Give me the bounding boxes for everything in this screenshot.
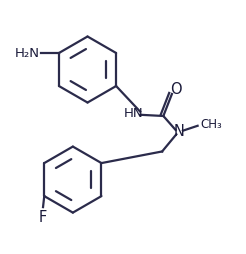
Text: N: N — [174, 124, 185, 139]
Text: O: O — [170, 82, 181, 97]
Text: HN: HN — [124, 107, 144, 120]
Text: CH₃: CH₃ — [200, 118, 222, 131]
Text: F: F — [39, 210, 47, 225]
Text: H₂N: H₂N — [14, 46, 39, 59]
